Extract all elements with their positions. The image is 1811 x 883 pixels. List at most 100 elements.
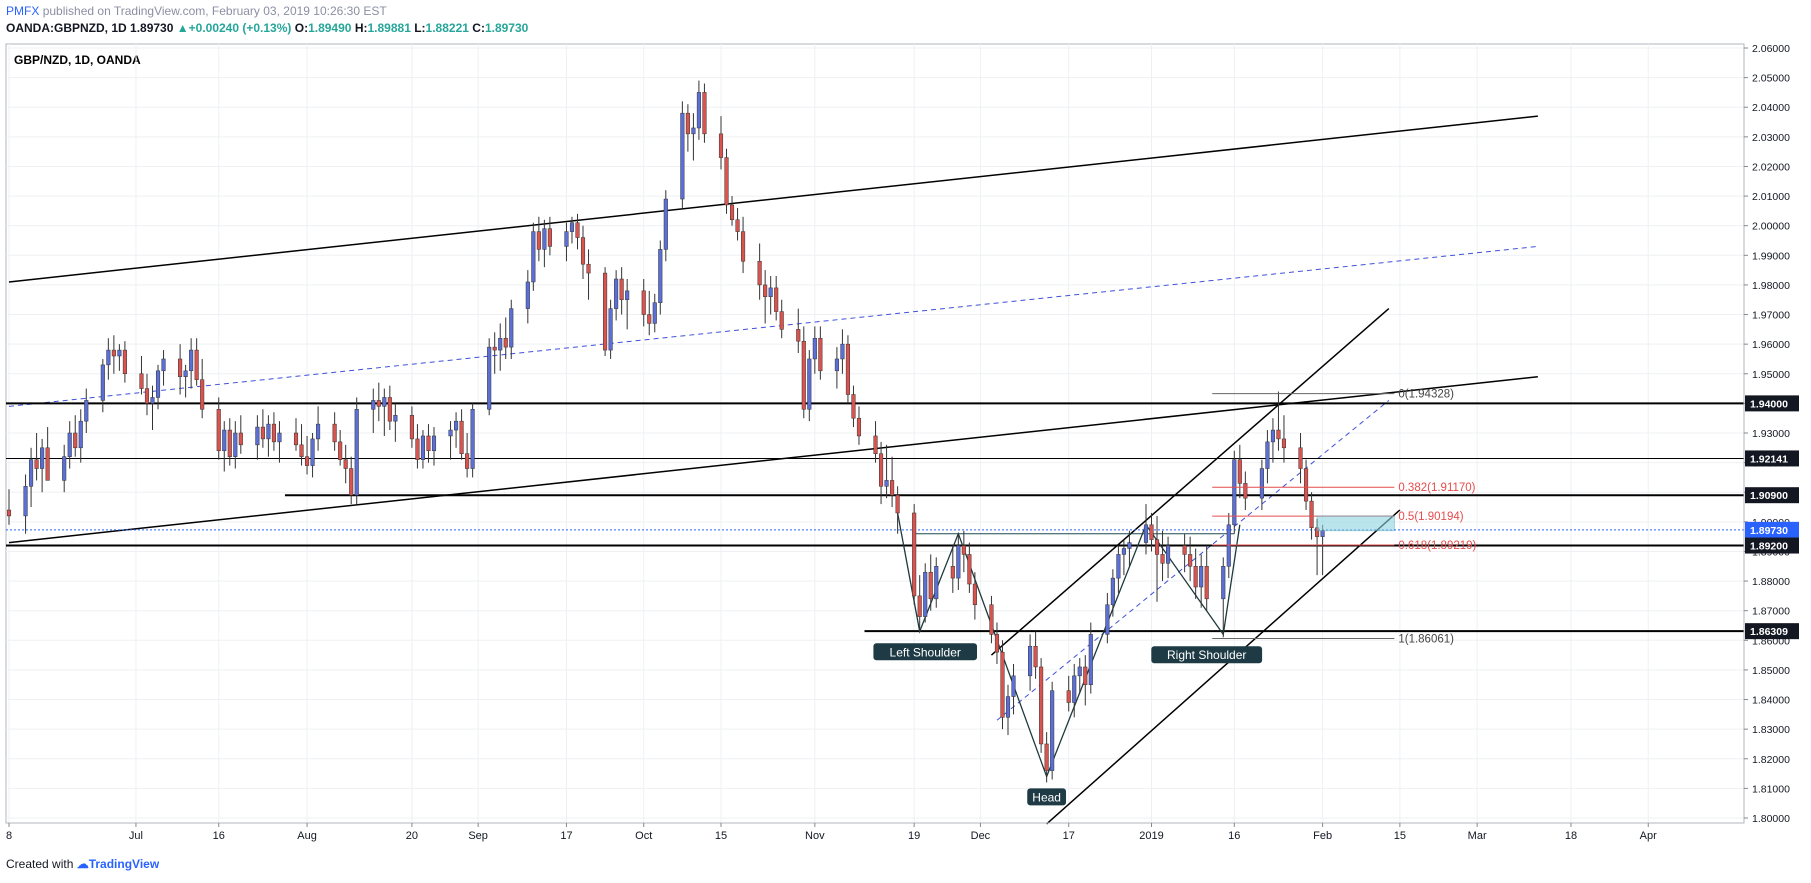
candle-bearish — [895, 486, 900, 534]
candle-bearish — [503, 317, 508, 359]
candle-body — [768, 287, 773, 298]
candle-body — [222, 429, 227, 452]
candle-bearish — [415, 424, 420, 469]
candle-body — [547, 228, 552, 247]
price-tick-label: 1.93000 — [1752, 428, 1790, 440]
candle-bullish — [1143, 504, 1149, 555]
price-tick-label: 2.02000 — [1752, 161, 1790, 173]
price-change: +0.00240 (+0.13%) — [188, 21, 292, 35]
candle-body — [774, 287, 779, 312]
candle-body — [580, 237, 586, 265]
candle-body — [1000, 651, 1005, 718]
candle-body — [299, 444, 304, 457]
candle-bullish — [564, 222, 569, 262]
fib-level-label: 0(1.94328) — [1398, 389, 1454, 401]
candle-body — [967, 554, 972, 585]
candle-body — [729, 204, 735, 221]
candle-bullish — [1265, 430, 1270, 484]
candle-bullish — [542, 219, 547, 268]
candle-bullish — [509, 299, 514, 359]
candle-bearish — [1044, 732, 1049, 783]
candle-bearish — [216, 397, 221, 460]
candle-bullish — [1028, 634, 1033, 691]
candle-body — [487, 346, 492, 410]
candle-body — [371, 400, 376, 410]
open-label: O: — [294, 21, 309, 35]
candle-bullish — [470, 403, 475, 478]
candle-body — [856, 417, 862, 437]
candle-body — [178, 358, 183, 377]
candle-body — [685, 112, 690, 135]
fibonacci-retracement: 0(1.94328) 0.382(1.91170) 0.5(1.90194) 0.61… — [1212, 389, 1477, 646]
candle-bearish — [387, 385, 392, 431]
candle-bearish — [796, 308, 801, 354]
candle-bullish — [100, 358, 105, 413]
candle-body — [1039, 666, 1044, 745]
symbol-line[interactable]: OANDA:GBPNZD, 1D — [6, 21, 127, 35]
candle-body — [1243, 483, 1248, 499]
candle-bullish — [1072, 664, 1077, 718]
price-tick-label: 1.84000 — [1752, 695, 1790, 707]
candle-body — [227, 429, 232, 457]
time-tick-label: 15 — [715, 830, 727, 842]
candle-body — [183, 370, 188, 377]
candle-bullish — [23, 474, 28, 534]
candle-bullish — [1166, 536, 1171, 579]
candle-bearish — [227, 418, 232, 466]
candle-body — [845, 343, 850, 395]
price-tick-label: 2.03000 — [1752, 132, 1790, 144]
candle-bullish — [1121, 539, 1126, 576]
candle-bullish — [1110, 569, 1115, 617]
price-axis[interactable]: 1.80000 1.81000 1.82000 1.83000 1.84000 1.850… — [1743, 43, 1799, 825]
candle-bearish — [994, 622, 1000, 664]
candle-body — [950, 566, 955, 579]
time-tick-label: Apr — [1640, 830, 1657, 842]
candle-bearish — [912, 504, 917, 605]
candle-bearish — [1182, 533, 1187, 573]
time-tick-label: Feb — [1313, 830, 1332, 842]
fib-level-label: 0.5(1.90194) — [1398, 511, 1463, 523]
candle-body — [890, 480, 895, 496]
candle-bearish — [122, 341, 127, 383]
tradingview-brand[interactable]: TradingView — [88, 857, 160, 871]
publisher-name[interactable]: PMFX — [6, 4, 40, 18]
candle-body — [117, 349, 122, 357]
candle-body — [1237, 459, 1242, 484]
annotation-label: Right Shoulder — [1167, 648, 1246, 662]
time-axis[interactable]: 8 Jul 16 Aug 20 Sep 17 Oct 15 Nov 19 Dec 17 2019 16 Feb… — [6, 822, 1744, 842]
candle-body — [796, 329, 801, 342]
tradingview-logo-icon[interactable]: ☁ — [76, 857, 89, 871]
price-label-badge — [1745, 623, 1799, 640]
candle-bullish — [448, 421, 453, 460]
candle-bullish — [768, 276, 773, 315]
price-tick-label: 1.99000 — [1752, 250, 1790, 262]
candle-body — [934, 566, 939, 600]
candle-body — [663, 198, 668, 250]
candle-bearish — [917, 575, 922, 632]
candle-body — [498, 337, 503, 351]
candle-bullish — [222, 421, 227, 472]
candle-bearish — [338, 430, 343, 466]
candle-body — [304, 456, 310, 466]
candle-bullish — [614, 270, 619, 321]
candle-bearish — [779, 299, 784, 339]
annotation-badge — [1027, 788, 1067, 806]
candle-bearish — [299, 424, 304, 466]
candle-body — [393, 414, 398, 422]
candle-body — [625, 290, 630, 300]
price-tick-label: 2.04000 — [1752, 102, 1790, 114]
candle-body — [586, 263, 591, 274]
candle-body — [271, 423, 276, 443]
candle-body — [45, 447, 50, 481]
candle-body — [1182, 545, 1187, 555]
candle-body — [387, 397, 392, 422]
drawings — [6, 115, 1744, 825]
candle-bullish — [1011, 664, 1016, 715]
candle-body — [812, 337, 817, 360]
candle-bearish — [685, 104, 690, 152]
candle-bullish — [625, 279, 630, 330]
candle-body — [873, 435, 878, 454]
candle-bearish — [619, 267, 624, 315]
candle-bearish — [586, 249, 591, 300]
